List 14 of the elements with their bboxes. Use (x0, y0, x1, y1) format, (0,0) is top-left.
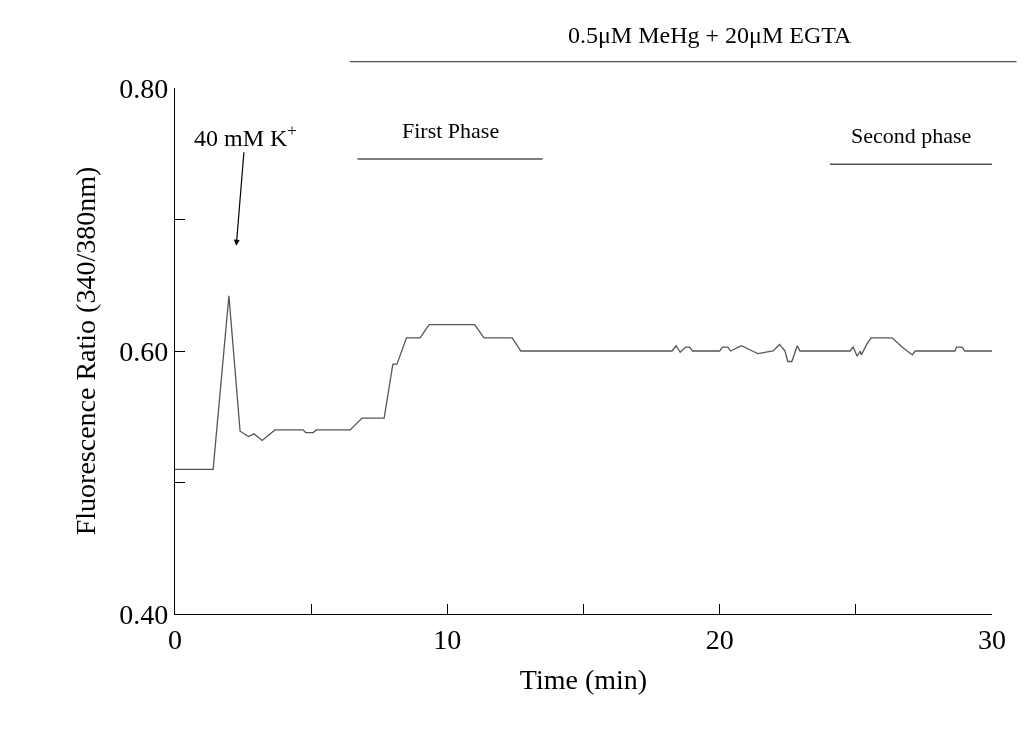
x-axis-title: Time (min) (519, 663, 648, 695)
annotation: 40 mM K$^{+}$ (194, 121, 297, 152)
y-axis-title: Fluorescence Ratio (340/380nm) (70, 166, 101, 536)
series-label: First Phase (402, 118, 500, 143)
x-tick-label: 20 (705, 623, 734, 655)
y-tick-label: 0.80 (119, 72, 169, 104)
x-tick-label: 30 (978, 623, 1006, 655)
text: 0.5μM MeHg + 20μM EGTA (568, 22, 852, 48)
x-tick-label: 10 (433, 623, 462, 655)
y-tick-label: 0.40 (119, 598, 169, 630)
x-tick-label: 0 (168, 623, 182, 655)
y-tick-label: 0.60 (119, 335, 169, 367)
series-label: Second phase (851, 123, 972, 148)
line-series (175, 295, 992, 470)
